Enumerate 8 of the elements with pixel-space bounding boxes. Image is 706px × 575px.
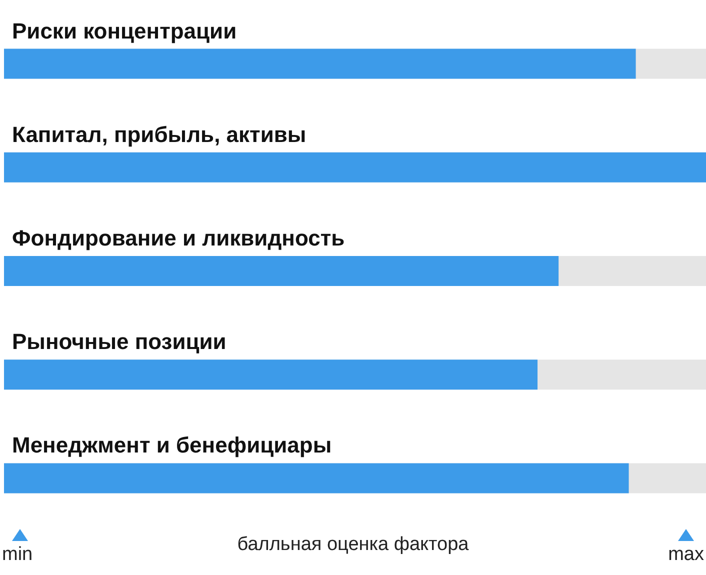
y-tick-label: Менеджмент и бенефициары (12, 432, 332, 458)
text: max (668, 544, 704, 565)
text: min (2, 544, 33, 565)
y-tick-label: Риски концентрации (12, 18, 237, 44)
x-axis-title: балльная оценка фактора (237, 534, 470, 555)
y-tick-label: Капитал, прибыль, активы (12, 122, 306, 147)
y-tick-label: Фондирование и ликвидность (12, 226, 345, 250)
y-tick-label: Рыночные позиции (12, 329, 226, 354)
